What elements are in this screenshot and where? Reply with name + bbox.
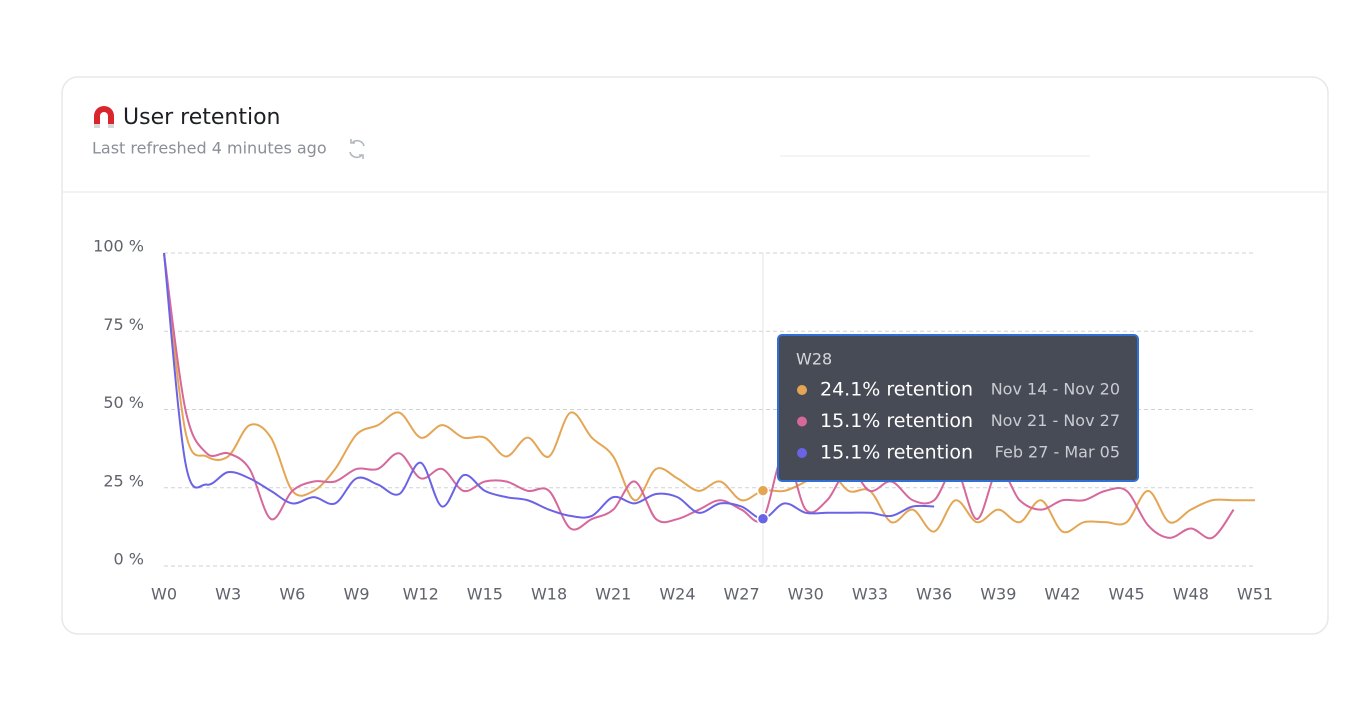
tooltip-value: 24.1% retention — [820, 379, 973, 401]
x-tick-label: W21 — [595, 585, 631, 604]
tooltip-value: 15.1% retention — [820, 410, 973, 432]
tooltip-box — [777, 334, 1139, 482]
series-line — [163, 252, 935, 520]
card-title: User retention — [123, 105, 280, 130]
y-tick-label: 25 % — [103, 471, 144, 490]
x-tick-label: W18 — [531, 585, 567, 604]
x-tick-label: W39 — [980, 585, 1016, 604]
refresh-icon[interactable] — [349, 139, 365, 159]
x-tick-label: W36 — [916, 585, 952, 604]
tooltip-dot — [797, 416, 807, 427]
series-line — [163, 252, 1255, 534]
x-tick-label: W48 — [1173, 585, 1209, 604]
x-tick-label: W15 — [467, 585, 503, 604]
x-tick-label: W24 — [659, 585, 695, 604]
hover-point — [756, 484, 770, 497]
x-tick-label: W30 — [788, 585, 824, 604]
x-tick-label: W12 — [403, 585, 439, 604]
y-tick-label: 75 % — [103, 315, 144, 334]
tooltip-value: 15.1% retention — [820, 442, 973, 464]
tooltip-range: Nov 21 - Nov 27 — [991, 411, 1120, 430]
y-tick-label: 100 % — [93, 237, 144, 256]
card — [61, 76, 1329, 635]
tooltip-dot — [797, 448, 807, 458]
series-line — [163, 252, 1235, 540]
x-tick-label: W6 — [279, 585, 305, 604]
y-tick-label: 0 % — [114, 550, 144, 569]
plot: 0 % 25 % 50 % 75 % 100 % W0 W3 W6 W9 W12 W15 W18 W21… — [93, 237, 1273, 604]
card-subtitle: Last refreshed 4 minutes ago — [92, 139, 327, 158]
x-tick-label: W3 — [215, 585, 241, 604]
tooltip-title: W28 — [796, 350, 832, 369]
x-tick-label: W0 — [151, 585, 177, 604]
y-tick-label: 50 % — [103, 393, 144, 412]
magnet-icon — [94, 106, 114, 128]
tooltip: W28 24.1% retention Nov 14 - Nov 20 15.1% r… — [777, 334, 1139, 482]
hover-point — [756, 512, 770, 525]
x-tick-label: W33 — [852, 585, 888, 604]
x-tick-label: W42 — [1044, 585, 1080, 604]
tooltip-range: Feb 27 - Mar 05 — [995, 443, 1120, 462]
x-tick-label: W51 — [1237, 585, 1273, 604]
tooltip-range: Nov 14 - Nov 20 — [991, 380, 1120, 399]
x-tick-label: W27 — [723, 585, 759, 604]
tooltip-dot — [797, 385, 807, 395]
x-tick-label: W9 — [344, 585, 370, 604]
x-tick-label: W45 — [1109, 585, 1145, 604]
